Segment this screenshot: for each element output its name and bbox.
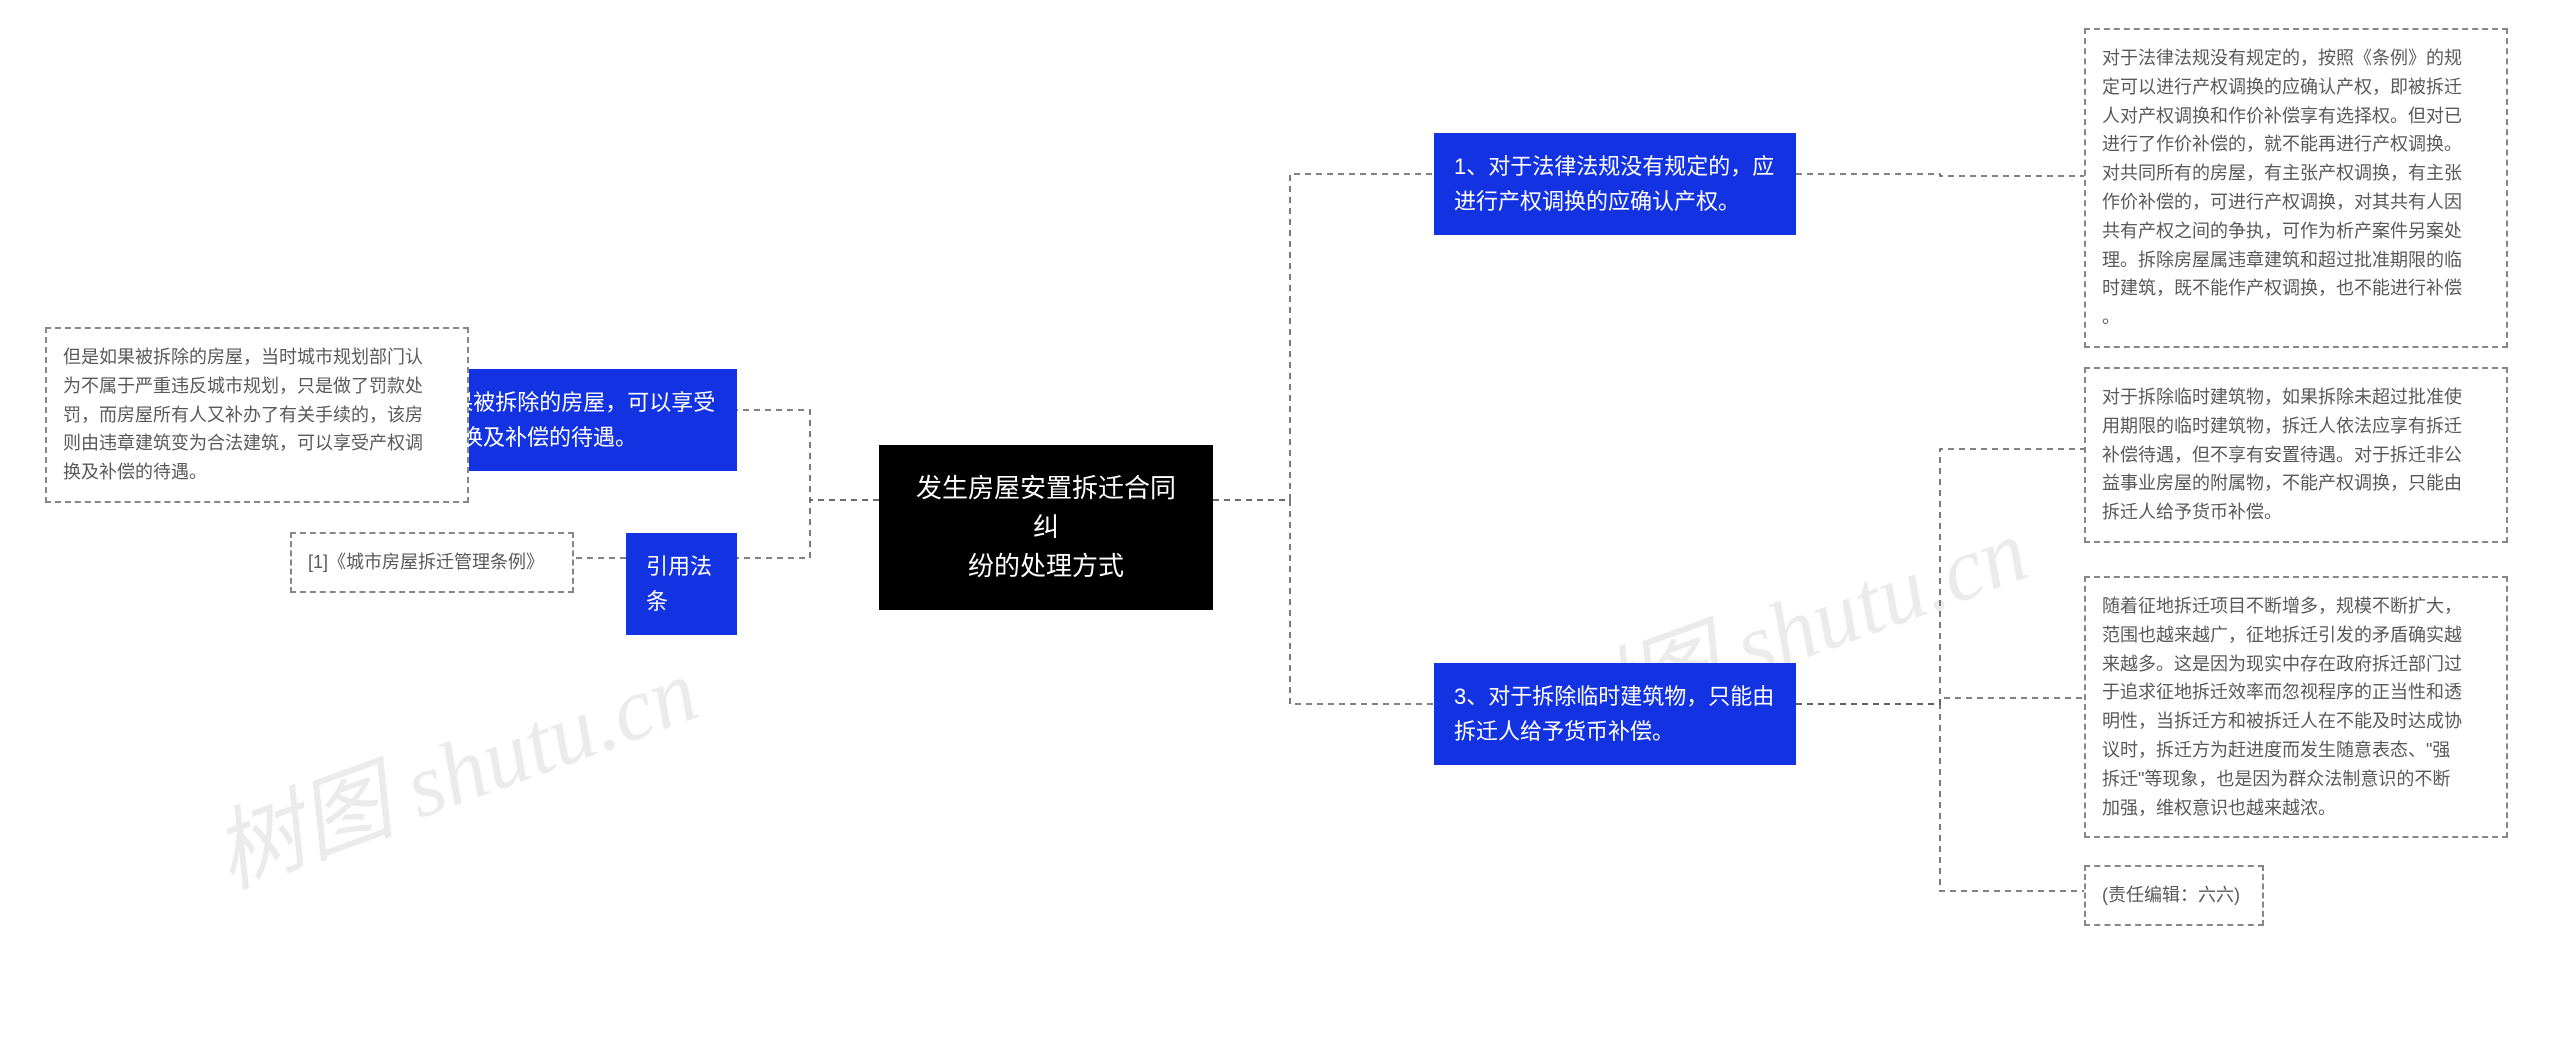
- leaf-r3b[interactable]: 随着征地拆迁项目不断增多，规模不断扩大，范围也越来越广，征地拆迁引发的矛盾确实越…: [2084, 576, 2508, 838]
- mindmap-canvas: 树图 shutu.cn 树图 shutu.cn 发生房屋安置拆迁合同纠纷的处理方…: [0, 0, 2560, 1044]
- watermark-1: 树图 shutu.cn: [193, 618, 712, 913]
- central-topic[interactable]: 发生房屋安置拆迁合同纠纷的处理方式: [879, 445, 1213, 610]
- leaf-r3a[interactable]: 对于拆除临时建筑物，如果拆除未超过批准使用期限的临时建筑物，拆迁人依法应享有拆迁…: [2084, 367, 2508, 543]
- branch-r3[interactable]: 3、对于拆除临时建筑物，只能由拆迁人给予货币补偿。: [1434, 663, 1796, 765]
- branch-ref[interactable]: 引用法条: [626, 533, 737, 635]
- leaf-r3c[interactable]: (责任编辑：六六): [2084, 865, 2264, 926]
- leaf-r1a[interactable]: 对于法律法规没有规定的，按照《条例》的规定可以进行产权调换的应确认产权，即被拆迁…: [2084, 28, 2508, 348]
- leaf-ref-a[interactable]: [1]《城市房屋拆迁管理条例》: [290, 532, 574, 593]
- leaf-l2a[interactable]: 但是如果被拆除的房屋，当时城市规划部门认为不属于严重违反城市规划，只是做了罚款处…: [45, 327, 469, 503]
- branch-r1[interactable]: 1、对于法律法规没有规定的，应进行产权调换的应确认产权。: [1434, 133, 1796, 235]
